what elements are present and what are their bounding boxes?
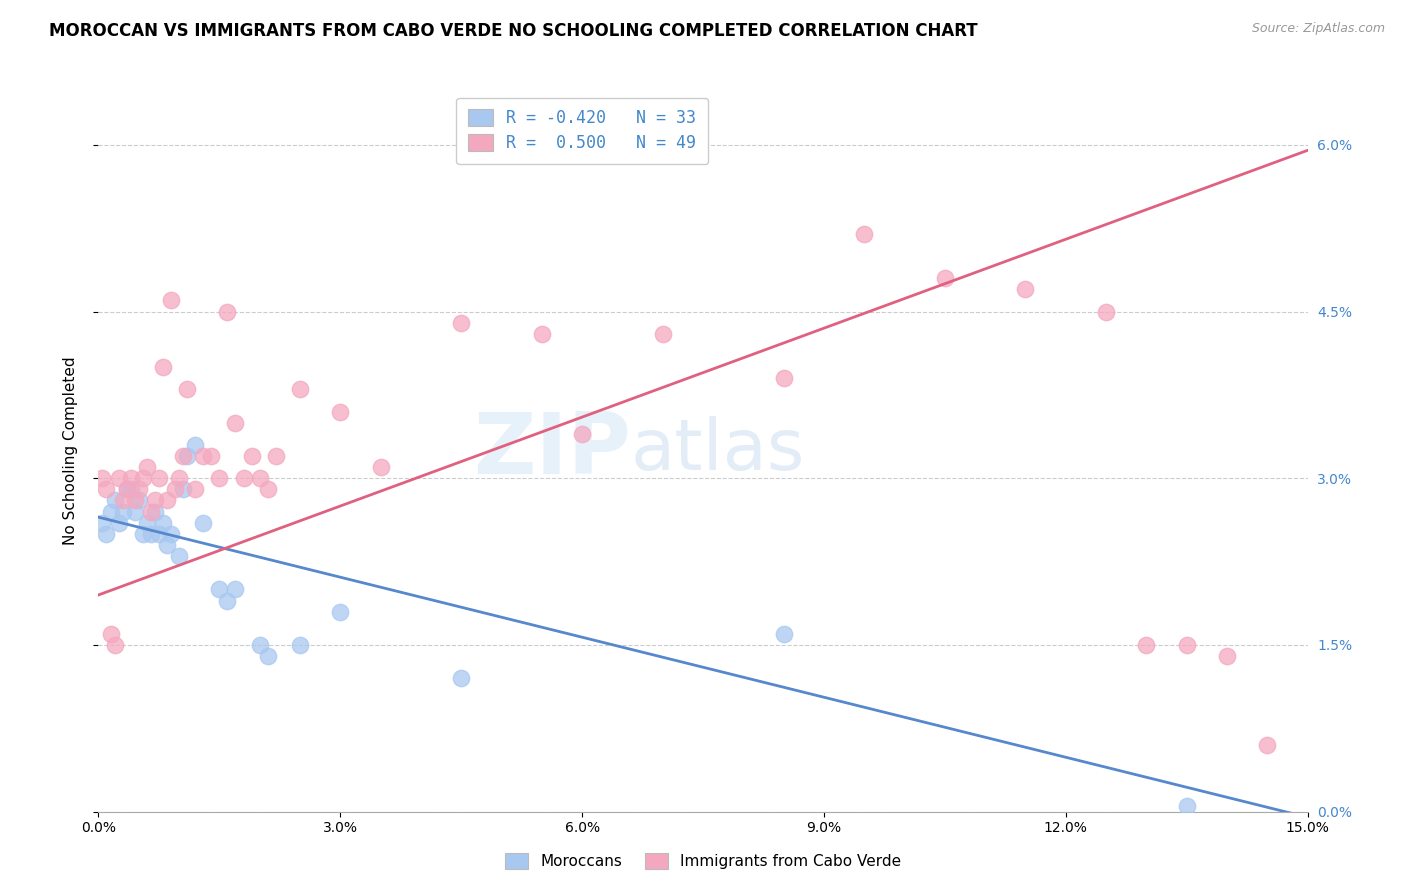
Point bbox=[370, 460, 392, 475]
Point bbox=[120, 471, 142, 485]
Point bbox=[256, 483, 278, 497]
Point bbox=[1095, 304, 1118, 318]
Point bbox=[100, 505, 122, 519]
Point bbox=[132, 526, 155, 541]
Point bbox=[200, 449, 222, 463]
Point bbox=[143, 505, 166, 519]
Point bbox=[91, 471, 114, 485]
Point bbox=[160, 526, 183, 541]
Point bbox=[163, 483, 186, 497]
Point bbox=[143, 493, 166, 508]
Point bbox=[139, 505, 162, 519]
Point bbox=[1175, 638, 1198, 652]
Point bbox=[152, 360, 174, 375]
Point bbox=[167, 471, 190, 485]
Point bbox=[1175, 799, 1198, 814]
Text: ZIP: ZIP bbox=[472, 409, 630, 492]
Point bbox=[135, 516, 157, 530]
Point bbox=[450, 671, 472, 685]
Point bbox=[139, 526, 162, 541]
Point bbox=[772, 371, 794, 385]
Point bbox=[111, 505, 134, 519]
Point bbox=[224, 416, 246, 430]
Point bbox=[1135, 638, 1157, 652]
Point bbox=[107, 516, 129, 530]
Point bbox=[160, 293, 183, 308]
Point bbox=[530, 326, 553, 341]
Point bbox=[115, 483, 138, 497]
Point bbox=[132, 471, 155, 485]
Point bbox=[100, 627, 122, 641]
Point bbox=[172, 449, 194, 463]
Point bbox=[156, 538, 179, 552]
Point bbox=[103, 638, 125, 652]
Point bbox=[167, 549, 190, 563]
Text: Source: ZipAtlas.com: Source: ZipAtlas.com bbox=[1251, 22, 1385, 36]
Point bbox=[115, 483, 138, 497]
Point bbox=[264, 449, 287, 463]
Point bbox=[96, 483, 118, 497]
Point bbox=[217, 304, 239, 318]
Point bbox=[148, 471, 170, 485]
Point bbox=[1014, 282, 1036, 296]
Point bbox=[208, 471, 231, 485]
Y-axis label: No Schooling Completed: No Schooling Completed bbox=[63, 356, 77, 545]
Point bbox=[103, 493, 125, 508]
Point bbox=[156, 493, 179, 508]
Point bbox=[571, 426, 593, 441]
Point bbox=[329, 404, 352, 418]
Point bbox=[193, 449, 215, 463]
Point bbox=[329, 605, 352, 619]
Point bbox=[232, 471, 254, 485]
Point bbox=[135, 460, 157, 475]
Point bbox=[128, 493, 150, 508]
Point bbox=[128, 483, 150, 497]
Point bbox=[772, 627, 794, 641]
Point bbox=[91, 516, 114, 530]
Point bbox=[853, 227, 876, 241]
Point bbox=[96, 526, 118, 541]
Point bbox=[1256, 738, 1278, 752]
Text: atlas: atlas bbox=[630, 416, 804, 485]
Point bbox=[224, 582, 246, 597]
Point bbox=[152, 516, 174, 530]
Point bbox=[450, 316, 472, 330]
Point bbox=[651, 326, 673, 341]
Point bbox=[240, 449, 263, 463]
Point bbox=[249, 638, 271, 652]
Text: MOROCCAN VS IMMIGRANTS FROM CABO VERDE NO SCHOOLING COMPLETED CORRELATION CHART: MOROCCAN VS IMMIGRANTS FROM CABO VERDE N… bbox=[49, 22, 977, 40]
Point bbox=[1216, 649, 1239, 664]
Point bbox=[184, 438, 207, 452]
Point bbox=[193, 516, 215, 530]
Point bbox=[124, 505, 146, 519]
Point bbox=[184, 483, 207, 497]
Point bbox=[176, 449, 198, 463]
Point bbox=[256, 649, 278, 664]
Point bbox=[172, 483, 194, 497]
Point bbox=[111, 493, 134, 508]
Point bbox=[124, 493, 146, 508]
Point bbox=[176, 382, 198, 396]
Legend: Moroccans, Immigrants from Cabo Verde: Moroccans, Immigrants from Cabo Verde bbox=[499, 847, 907, 875]
Point bbox=[217, 593, 239, 607]
Legend: R = -0.420   N = 33, R =  0.500   N = 49: R = -0.420 N = 33, R = 0.500 N = 49 bbox=[457, 97, 707, 164]
Point bbox=[934, 271, 956, 285]
Point bbox=[288, 382, 311, 396]
Point bbox=[107, 471, 129, 485]
Point bbox=[288, 638, 311, 652]
Point bbox=[208, 582, 231, 597]
Point bbox=[120, 483, 142, 497]
Point bbox=[148, 526, 170, 541]
Point bbox=[249, 471, 271, 485]
